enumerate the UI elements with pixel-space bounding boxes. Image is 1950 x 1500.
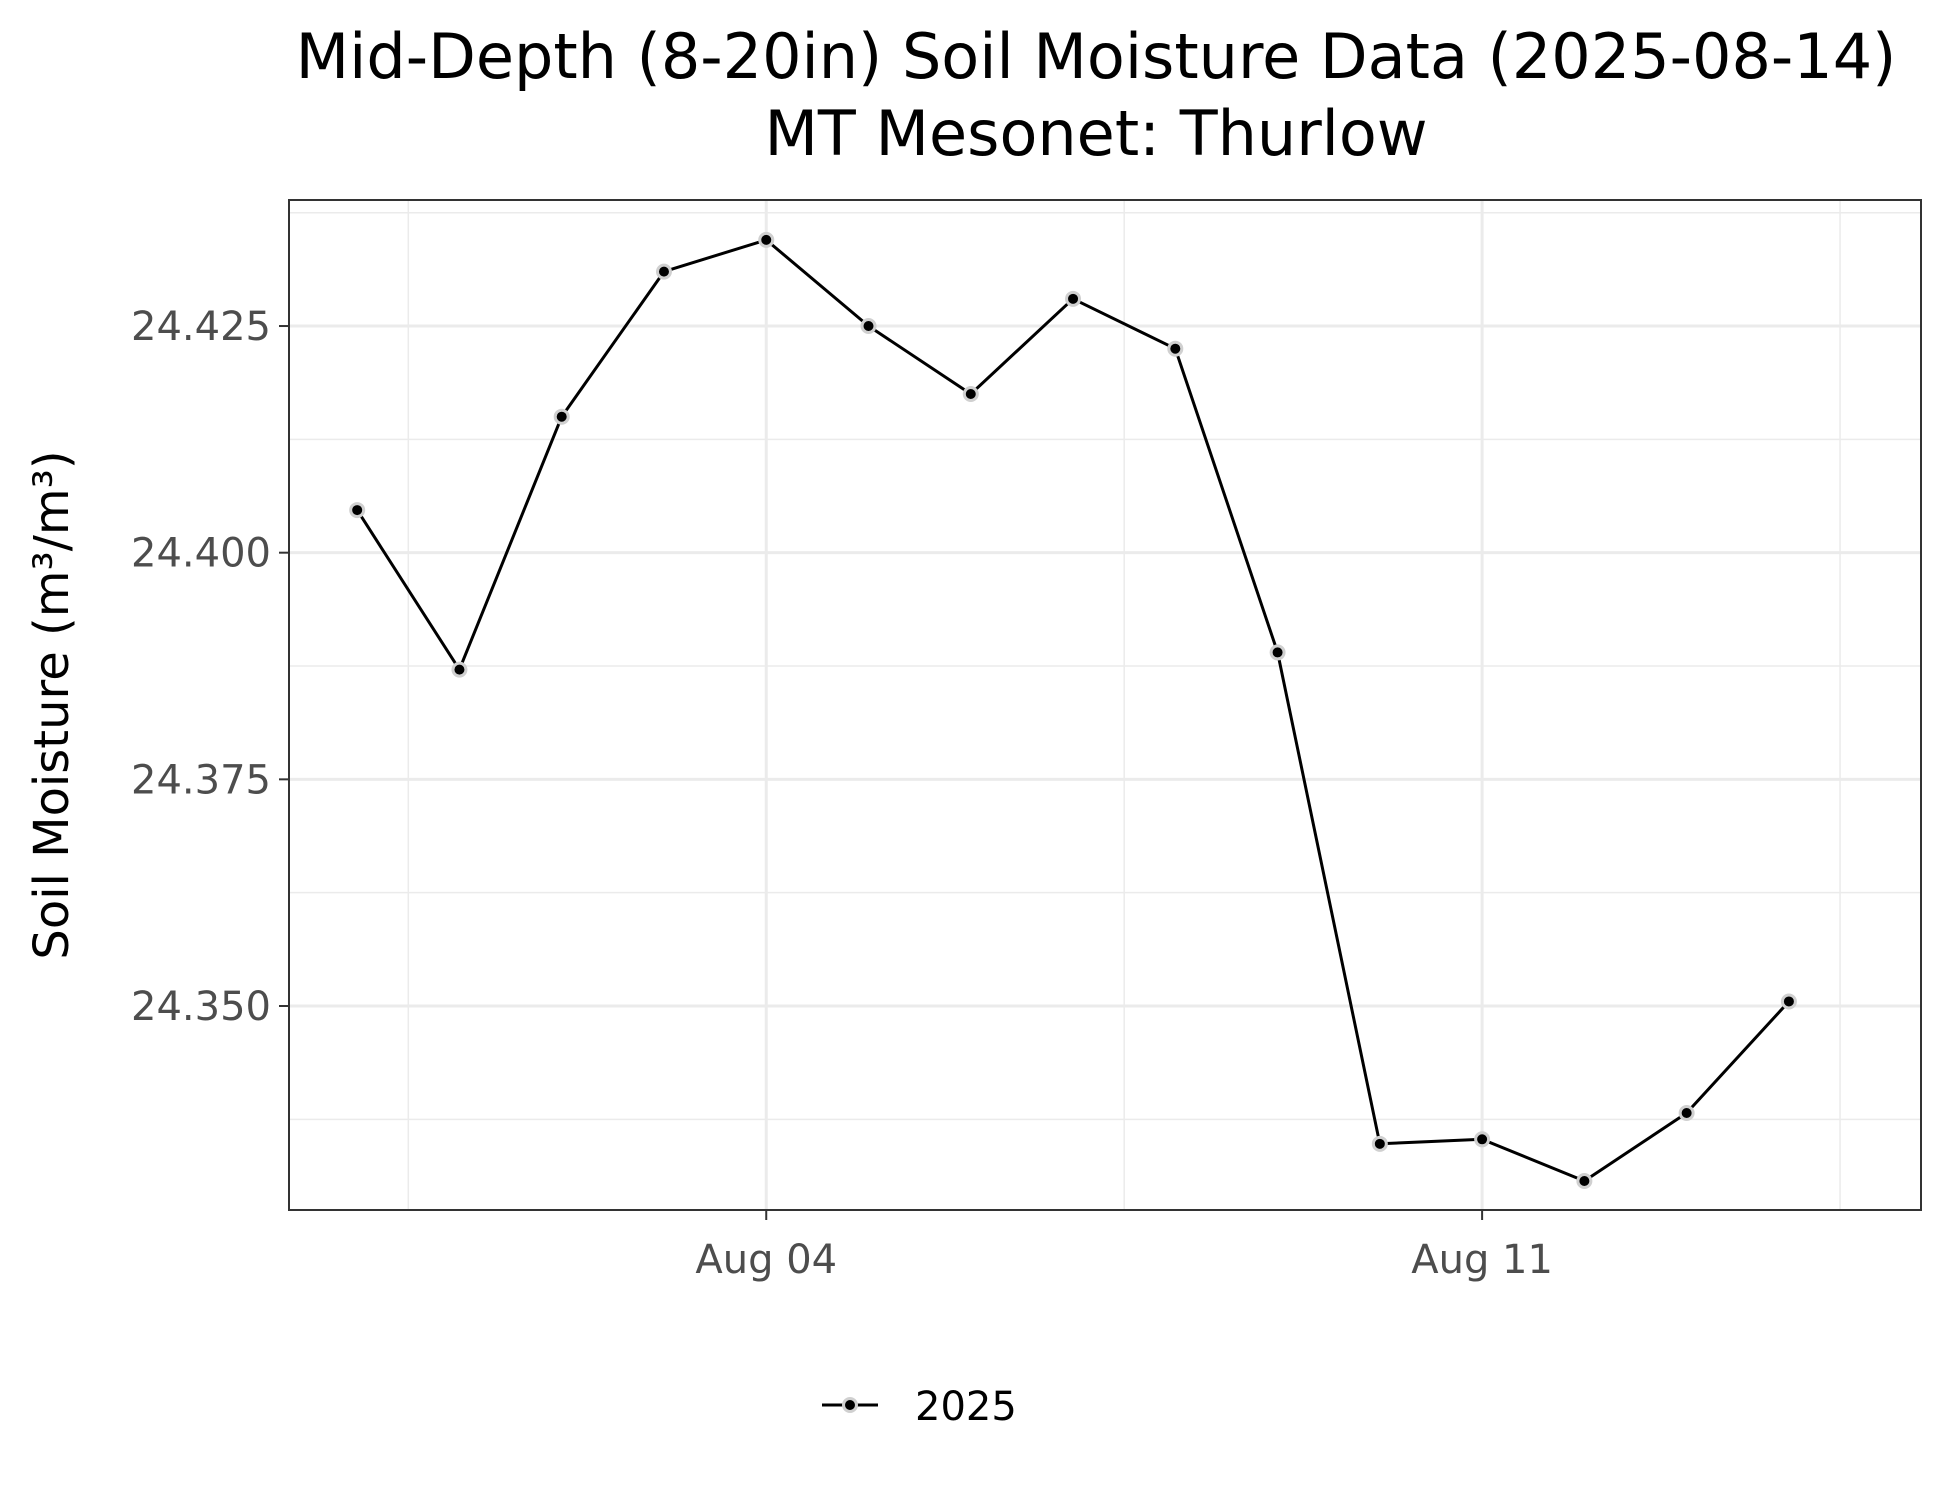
data-point <box>1065 290 1082 307</box>
x-axis: Aug 04 Aug 11 <box>695 1210 1553 1283</box>
y-axis: 24.350 24.375 24.400 24.425 <box>131 304 289 1030</box>
data-point <box>962 386 979 403</box>
y-tick-label: 24.400 <box>131 531 271 577</box>
data-point <box>553 408 570 425</box>
major-gridlines <box>289 200 1921 1210</box>
series-layer <box>349 231 1797 1189</box>
data-point <box>1371 1135 1388 1152</box>
chart-title: Mid-Depth (8-20in) Soil Moisture Data (2… <box>296 20 1897 93</box>
y-axis-title: Soil Moisture (m³/m³) <box>24 450 80 959</box>
data-point <box>655 263 672 280</box>
y-tick-label: 24.425 <box>131 304 271 350</box>
data-point <box>1576 1172 1593 1189</box>
plot-panel <box>289 200 1921 1210</box>
chart-subtitle: MT Mesonet: Thurlow <box>764 97 1427 170</box>
data-point <box>1678 1104 1695 1121</box>
data-point <box>1269 644 1286 661</box>
legend: 2025 <box>822 1384 1017 1430</box>
data-point <box>758 231 775 248</box>
x-tick-label: Aug 11 <box>1411 1237 1553 1283</box>
legend-label: 2025 <box>915 1384 1017 1430</box>
data-point <box>1167 340 1184 357</box>
data-point <box>1474 1131 1491 1148</box>
plot-border <box>288 199 1922 1211</box>
legend-point-swatch <box>842 1397 858 1413</box>
data-point <box>1780 993 1797 1010</box>
x-tick-label: Aug 04 <box>695 1237 837 1283</box>
data-point <box>349 502 366 519</box>
data-point <box>860 318 877 335</box>
y-tick-label: 24.350 <box>131 984 271 1030</box>
data-point <box>451 661 468 678</box>
minor-gridlines <box>289 200 1921 1210</box>
y-tick-label: 24.375 <box>131 757 271 803</box>
